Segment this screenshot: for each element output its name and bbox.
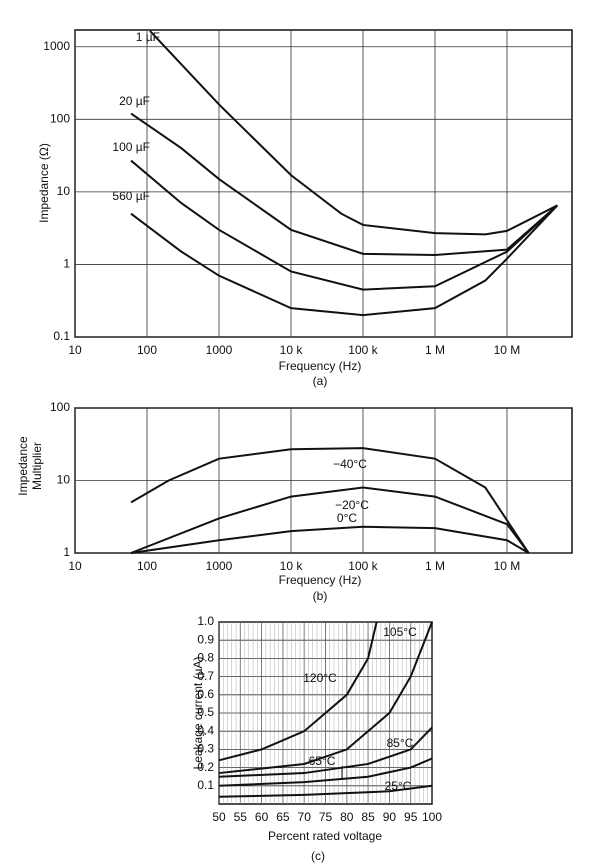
y-tick-label: 0.1: [197, 778, 214, 792]
y-tick-label: 0.8: [197, 651, 214, 665]
x-tick-label: 100 k: [348, 343, 378, 357]
x-axis-label: Percent rated voltage: [268, 829, 382, 843]
y-tick-label: 0.5: [197, 705, 214, 719]
data-line: [130, 112, 558, 256]
caption: (a): [313, 374, 328, 388]
x-tick-label: 65: [276, 810, 290, 824]
data-line: [130, 447, 530, 554]
x-axis-label: Frequency (Hz): [279, 359, 362, 373]
data-line: [130, 525, 530, 554]
series-label: 0°C: [337, 511, 357, 525]
series-label: 120°C: [303, 671, 337, 685]
y-tick-label: 1: [63, 545, 70, 559]
caption: (b): [313, 589, 328, 603]
y-tick-label: 1000: [43, 39, 70, 53]
y-tick-label: 100: [50, 400, 70, 414]
data-line: [130, 159, 558, 291]
x-tick-label: 70: [298, 810, 312, 824]
x-tick-label: 60: [255, 810, 269, 824]
x-tick-label: 10: [68, 343, 82, 357]
x-tick-label: 80: [340, 810, 354, 824]
series-label: 85°C: [387, 736, 414, 750]
x-tick-label: 100: [137, 559, 157, 573]
series-label: 100 µF: [112, 140, 150, 154]
data-line: [218, 757, 433, 787]
series-label: 20 µF: [119, 94, 150, 108]
x-tick-label: 10 k: [280, 559, 304, 573]
x-tick-label: 1000: [206, 343, 233, 357]
x-axis-label: Frequency (Hz): [279, 573, 362, 587]
x-tick-label: 90: [383, 810, 397, 824]
data-line: [130, 204, 559, 317]
data-line: [218, 621, 378, 762]
y-tick-label: 0.7: [197, 669, 214, 683]
y-tick-label: 1.0: [197, 614, 214, 628]
y-tick-label: 10: [57, 184, 71, 198]
x-tick-label: 75: [319, 810, 333, 824]
y-tick-label: 10: [57, 473, 71, 487]
y-tick-label: 0.6: [197, 687, 214, 701]
y-tick-label: 0.3: [197, 742, 214, 756]
x-tick-label: 85: [361, 810, 375, 824]
y-axis-label: Leakage current (µA): [191, 657, 205, 770]
x-tick-label: 10 M: [494, 559, 521, 573]
x-tick-label: 10 M: [494, 343, 521, 357]
y-tick-label: 0.9: [197, 632, 214, 646]
caption: (c): [311, 849, 325, 863]
y-tick-label: 0.1: [53, 329, 70, 343]
x-tick-label: 10 k: [280, 343, 304, 357]
series-label: −20°C: [335, 498, 369, 512]
x-tick-label: 100 k: [348, 559, 378, 573]
y-tick-label: 0.2: [197, 760, 214, 774]
x-tick-label: 50: [212, 810, 226, 824]
x-tick-label: 10: [68, 559, 82, 573]
x-tick-label: 1 M: [425, 559, 445, 573]
x-tick-label: 55: [234, 810, 248, 824]
series-label: 1 µF: [136, 30, 160, 44]
y-tick-label: 0.4: [197, 723, 214, 737]
data-line: [130, 486, 530, 554]
x-tick-label: 100: [137, 343, 157, 357]
data-line: [218, 726, 433, 778]
x-tick-label: 1 M: [425, 343, 445, 357]
data-line: [149, 30, 558, 236]
series-label: −40°C: [333, 457, 367, 471]
x-tick-label: 95: [404, 810, 418, 824]
x-tick-label: 1000: [206, 559, 233, 573]
data-line: [218, 784, 433, 798]
series-label: 65°C: [309, 754, 336, 768]
y-tick-label: 1: [63, 257, 70, 271]
series-label: 560 µF: [112, 189, 150, 203]
series-label: 25°C: [385, 779, 412, 793]
series-label: 105°C: [383, 625, 417, 639]
data-line: [218, 621, 433, 775]
y-axis-label: Impedance Multiplier: [16, 436, 44, 496]
y-axis-label: Impedance (Ω): [37, 143, 51, 223]
y-tick-label: 100: [50, 111, 70, 125]
plot-frame: [74, 29, 573, 338]
x-tick-label: 100: [422, 810, 442, 824]
